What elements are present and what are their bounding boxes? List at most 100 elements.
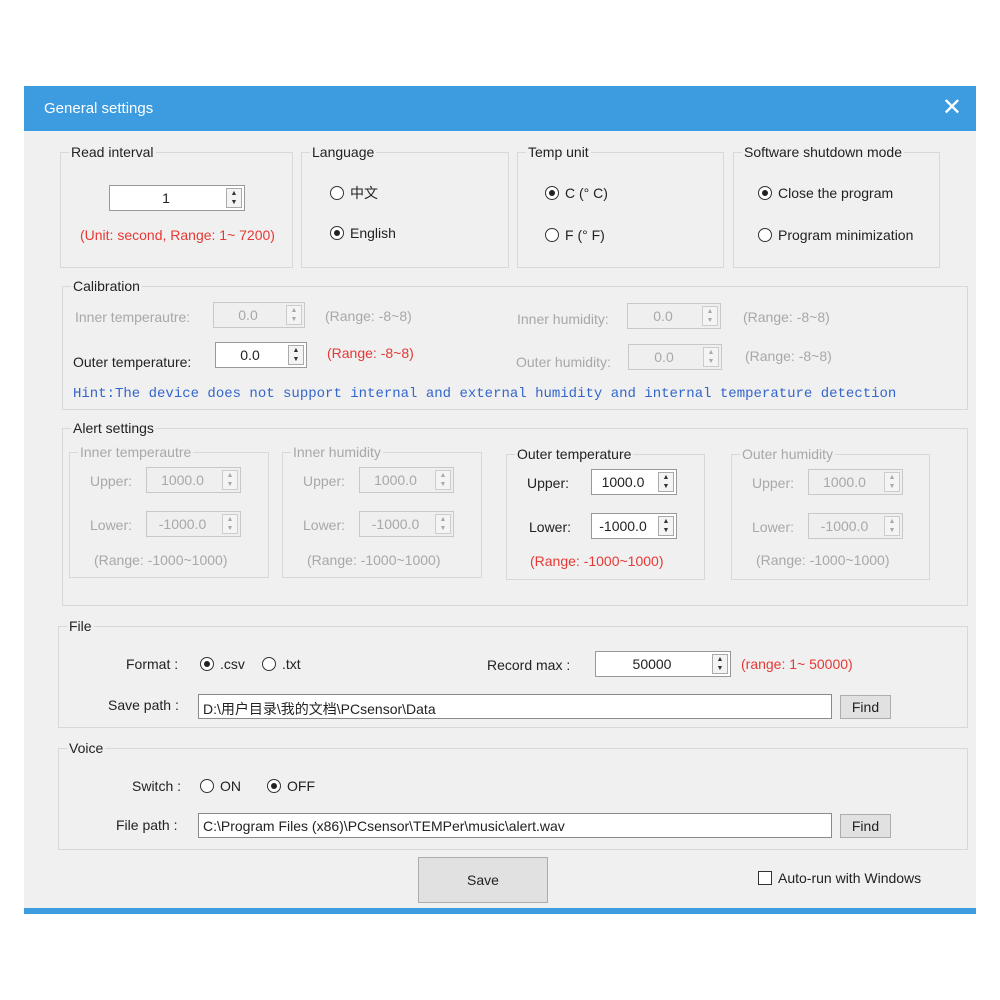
radio-fahrenheit[interactable]: F (° F) <box>545 227 605 243</box>
radio-selected-icon <box>330 226 344 240</box>
spin-arrows-icon: ▲ ▼ <box>884 472 900 492</box>
upper-label: Upper: <box>527 475 570 491</box>
spin-value: 1000.0 <box>823 474 866 490</box>
spin-arrows-icon[interactable]: ▲ ▼ <box>226 188 242 208</box>
radio-selected-icon <box>200 657 214 671</box>
outer-temp-spinbox[interactable]: 0.0 ▲ ▼ <box>215 342 307 368</box>
record-max-label: Record max : <box>487 657 571 673</box>
spin-value: -1000.0 <box>820 518 869 534</box>
format-label: Format : <box>126 656 179 672</box>
spin-arrows-icon[interactable]: ▲ ▼ <box>288 345 304 365</box>
alert-inner-temp-group: Inner temperautre Upper: 1000.0 ▲ ▼ Lower:… <box>69 444 269 578</box>
lower-spinbox: -1000.0 ▲ ▼ <box>359 511 454 537</box>
radio-label: .txt <box>282 656 301 672</box>
radio-csv[interactable]: .csv <box>200 656 245 672</box>
spin-value: 0.0 <box>654 349 674 365</box>
shutdown-mode-label: Software shutdown mode <box>742 144 904 160</box>
save-button[interactable]: Save <box>418 857 548 903</box>
record-max-spinbox[interactable]: 50000 ▲ ▼ <box>595 651 731 677</box>
outer-humidity-label: Outer humidity: <box>516 354 611 370</box>
upper-spinbox: 1000.0 ▲ ▼ <box>146 467 241 493</box>
read-interval-spinbox[interactable]: 1 ▲ ▼ <box>109 185 245 211</box>
radio-on[interactable]: ON <box>200 778 241 794</box>
lower-label: Lower: <box>303 517 346 533</box>
spin-value: -1000.0 <box>371 516 420 532</box>
shutdown-mode-group: Software shutdown mode Close the program… <box>733 144 940 268</box>
radio-selected-icon <box>267 779 281 793</box>
alert-settings-group: Alert settings Inner temperautre Upper: … <box>62 420 968 606</box>
spin-value: 0.0 <box>240 347 260 363</box>
radio-chinese[interactable]: 中文 <box>330 183 378 203</box>
radio-icon <box>262 657 276 671</box>
range-hint: (Range: -1000~1000) <box>756 552 890 568</box>
inner-humidity-spinbox: 0.0 ▲ ▼ <box>627 303 721 329</box>
voice-file-path-input[interactable]: C:\Program Files (x86)\PCsensor\TEMPer\m… <box>198 813 832 838</box>
radio-icon <box>200 779 214 793</box>
spin-arrows-icon: ▲ ▼ <box>286 305 302 325</box>
autorun-checkbox[interactable]: Auto-run with Windows <box>758 870 921 886</box>
radio-label: F (° F) <box>565 227 605 243</box>
radio-label: OFF <box>287 778 315 794</box>
general-settings-dialog: General settings ✕ Read interval 1 ▲ ▼ (U… <box>24 86 976 914</box>
radio-label: Program minimization <box>778 227 914 243</box>
temp-unit-group: Temp unit C (° C) F (° F) <box>517 144 724 268</box>
read-interval-value: 1 <box>162 190 170 206</box>
save-path-label: Save path : <box>108 697 179 713</box>
spin-arrows-icon[interactable]: ▲ ▼ <box>658 516 674 536</box>
radio-icon <box>545 228 559 242</box>
switch-label: Switch : <box>132 778 182 794</box>
radio-minimize[interactable]: Program minimization <box>758 227 913 243</box>
outer-temp-range: (Range: -8~8) <box>327 345 414 361</box>
spin-arrows-icon: ▲ ▼ <box>435 470 451 490</box>
group-label: Inner temperautre <box>78 444 194 460</box>
spin-value: 0.0 <box>238 307 258 323</box>
calibration-group: Calibration Inner temperautre: 0.0 ▲ ▼ (Ra… <box>62 278 968 410</box>
radio-label: Close the program <box>778 185 894 201</box>
radio-english[interactable]: English <box>330 225 396 241</box>
radio-icon <box>758 228 772 242</box>
range-hint: (Range: -1000~1000) <box>530 553 664 569</box>
save-path-input[interactable]: D:\用户目录\我的文档\PCsensor\Data <box>198 694 832 719</box>
spin-value: -1000.0 <box>599 518 647 534</box>
temp-unit-label: Temp unit <box>526 144 591 160</box>
lower-spinbox: -1000.0 ▲ ▼ <box>808 513 903 539</box>
inner-temp-label: Inner temperautre: <box>75 309 191 325</box>
range-hint: (Range: -1000~1000) <box>94 552 228 568</box>
language-label: Language <box>310 144 377 160</box>
outer-humidity-spinbox: 0.0 ▲ ▼ <box>628 344 722 370</box>
radio-close-program[interactable]: Close the program <box>758 185 893 201</box>
radio-off[interactable]: OFF <box>267 778 315 794</box>
outer-humidity-range: (Range: -8~8) <box>745 348 832 364</box>
spin-value: 1000.0 <box>161 472 204 488</box>
spin-value: 1000.0 <box>601 474 645 490</box>
inner-temp-spinbox: 0.0 ▲ ▼ <box>213 302 305 328</box>
radio-celsius[interactable]: C (° C) <box>545 185 608 201</box>
lower-spinbox: -1000.0 ▲ ▼ <box>146 511 241 537</box>
inner-humidity-label: Inner humidity: <box>517 311 609 327</box>
spin-arrows-icon[interactable]: ▲ ▼ <box>658 472 674 492</box>
find-save-path-button[interactable]: Find <box>840 695 891 719</box>
window-title: General settings <box>44 100 154 117</box>
lower-spinbox[interactable]: -1000.0 ▲ ▼ <box>591 513 677 539</box>
spin-arrows-icon[interactable]: ▲ ▼ <box>712 654 728 674</box>
spin-arrows-icon: ▲ ▼ <box>884 516 900 536</box>
inner-humidity-range: (Range: -8~8) <box>743 309 830 325</box>
language-group: Language 中文 English <box>301 144 509 268</box>
find-voice-file-button[interactable]: Find <box>840 814 891 838</box>
upper-spinbox[interactable]: 1000.0 ▲ ▼ <box>591 469 677 495</box>
file-group: File Format : .csv .txt Record max : 500… <box>58 618 968 728</box>
upper-label: Upper: <box>303 473 346 489</box>
group-label: Inner humidity <box>291 444 383 460</box>
read-interval-hint: (Unit: second, Range: 1~ 7200) <box>80 227 275 243</box>
lower-label: Lower: <box>752 519 795 535</box>
radio-label: .csv <box>220 656 245 672</box>
alert-settings-label: Alert settings <box>71 420 156 436</box>
read-interval-label: Read interval <box>69 144 156 160</box>
record-max-range: (range: 1~ 50000) <box>741 656 853 672</box>
upper-label: Upper: <box>90 473 133 489</box>
radio-txt[interactable]: .txt <box>262 656 301 672</box>
file-label: File <box>67 618 94 634</box>
close-icon[interactable]: ✕ <box>941 94 962 121</box>
title-bar: General settings ✕ <box>24 86 976 131</box>
autorun-label: Auto-run with Windows <box>778 870 922 886</box>
